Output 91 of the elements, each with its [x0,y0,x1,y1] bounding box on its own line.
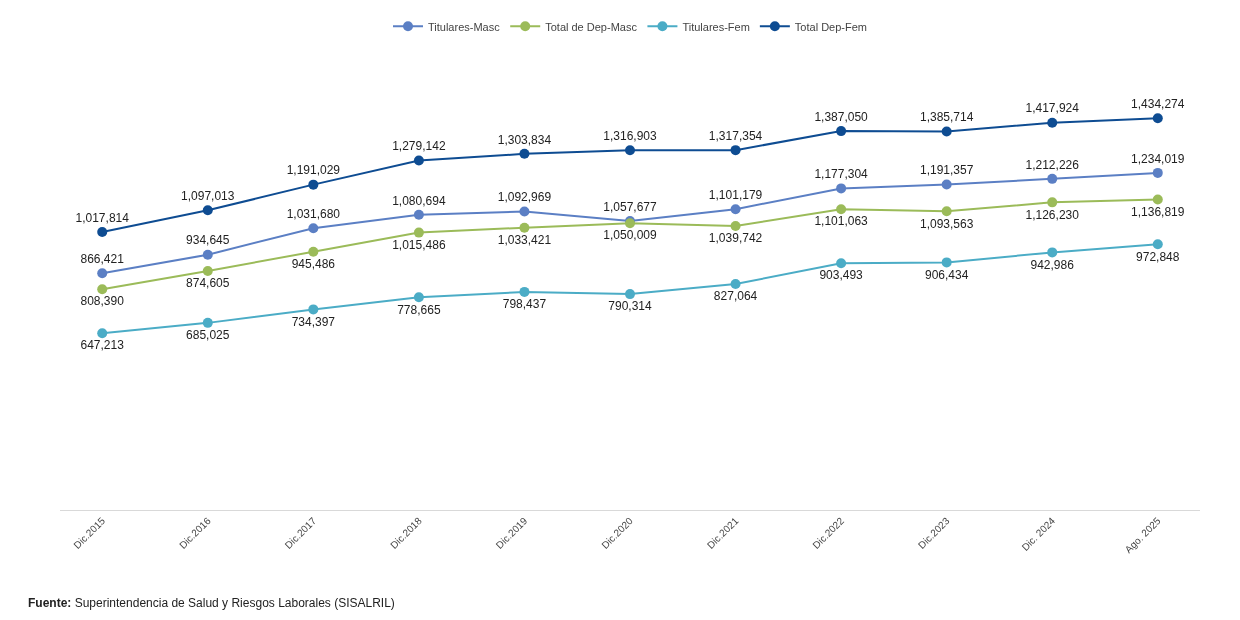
data-label: 934,645 [186,233,230,248]
data-label: 1,031,680 [286,206,341,221]
point [413,155,424,166]
point [730,220,741,231]
data-label: 1,136,819 [1131,204,1185,219]
point [202,205,213,216]
point [308,179,319,190]
data-label: 945,486 [291,256,336,271]
point [1152,167,1163,178]
point [519,286,530,297]
point [413,292,424,303]
data-label: 903,493 [819,268,864,283]
data-label: 866,421 [80,252,125,267]
data-label: 1,033,421 [497,232,552,247]
point [625,145,635,156]
data-label: 1,015,486 [392,237,446,252]
data-label: 972,848 [1136,249,1180,264]
point [1047,247,1058,258]
point [941,206,952,217]
data-label: 1,092,969 [497,190,552,205]
point [730,204,741,215]
point [202,317,213,328]
data-label: 874,605 [186,276,230,291]
data-label: 1,191,357 [919,163,974,178]
point [730,279,741,290]
legend-label: Total Dep-Fem [794,20,867,33]
data-label: 1,279,142 [392,139,446,154]
data-label: 808,390 [80,294,125,309]
data-label: 1,126,230 [1025,207,1080,222]
data-label: 1,385,714 [919,110,974,125]
data-label: 1,101,063 [814,214,869,229]
data-label: 685,025 [186,328,230,343]
data-label: 1,097,013 [181,189,235,204]
legend-label: Titulares-Masc [428,20,501,33]
point [1047,117,1058,128]
point [519,206,530,217]
point [519,222,530,233]
point [202,249,213,260]
point [836,183,847,194]
point [519,148,530,159]
point [836,258,847,269]
data-label: 1,050,009 [603,228,658,243]
point [941,179,952,190]
point [1152,113,1163,124]
data-label: 1,417,924 [1025,101,1080,116]
data-label: 1,080,694 [392,193,446,208]
legend-label: Total de Dep-Masc [545,20,638,33]
point [308,223,319,234]
data-label: 1,057,677 [603,199,658,214]
point [97,226,108,237]
point [413,209,424,220]
data-label: 647,213 [80,338,125,353]
data-label: 734,397 [291,314,336,329]
point [413,227,424,238]
source-note: Fuente: Superintendencia de Salud y Riesgos Laborales (SISALRIL) [28,596,395,610]
data-label: 1,387,050 [814,109,869,124]
point [836,126,847,137]
point [1047,197,1058,208]
point [941,257,952,268]
data-label: 798,437 [502,297,547,312]
point [1047,173,1058,184]
data-label: 942,986 [1030,257,1075,272]
point [97,328,108,339]
point [836,204,847,215]
data-label: 1,177,304 [814,167,869,182]
point [730,145,741,156]
data-label: 1,317,354 [708,128,763,143]
data-label: 1,039,742 [708,231,763,246]
data-label: 790,314 [608,299,653,314]
data-label: 1,212,226 [1025,157,1080,172]
data-label: 1,191,029 [286,163,341,178]
point [308,304,319,315]
data-label: 1,303,834 [497,132,552,147]
point [1152,194,1163,205]
legend-label: Titulares-Fem [682,20,750,33]
data-label: 1,434,274 [1131,96,1185,111]
data-label: 778,665 [397,302,441,317]
data-label: 827,064 [713,289,758,304]
point [941,126,952,137]
data-label: 1,316,903 [603,129,658,144]
point [202,266,213,277]
point [97,268,108,279]
data-label: 1,017,814 [75,210,130,225]
data-label: 906,434 [924,267,969,282]
point [1152,239,1163,250]
data-label: 1,093,563 [919,216,974,231]
data-label: 1,101,179 [708,187,763,202]
point [308,246,319,257]
point [97,284,108,295]
point [625,289,635,300]
data-label: 1,234,019 [1131,151,1185,166]
